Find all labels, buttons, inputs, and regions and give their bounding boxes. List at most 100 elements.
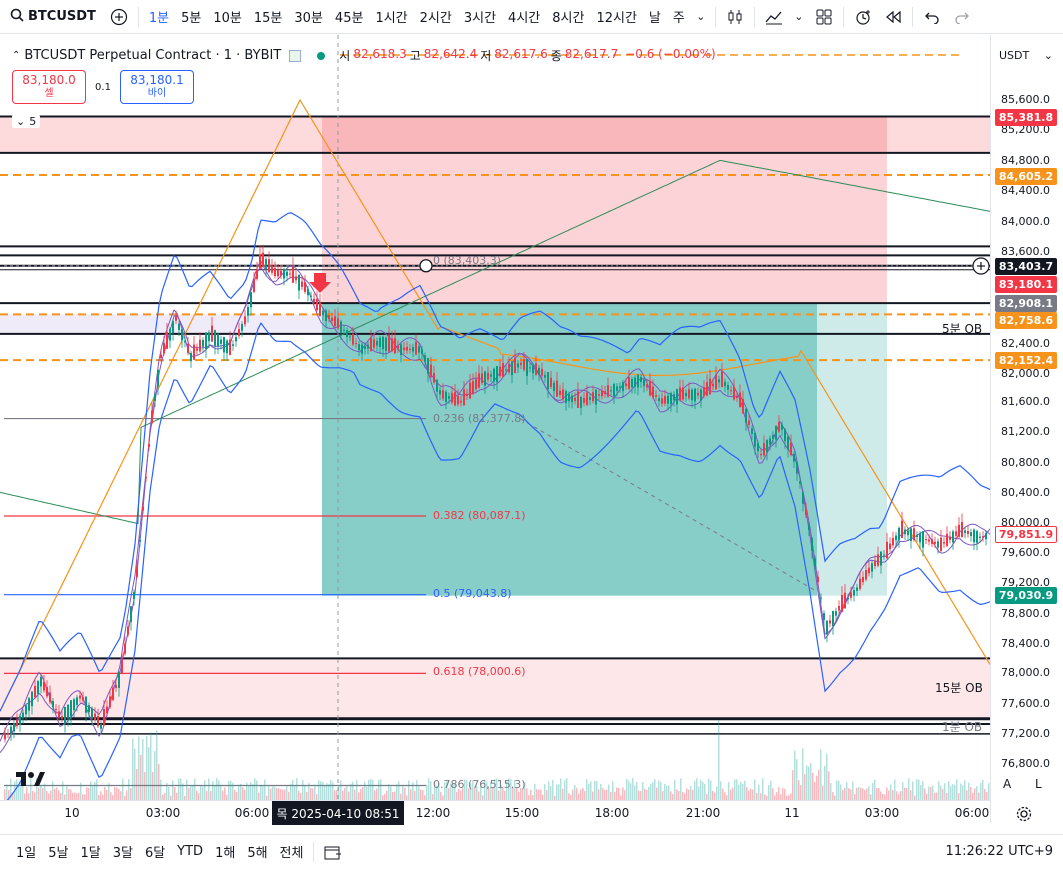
replay-icon[interactable]	[878, 0, 908, 34]
log-scale-button[interactable]: L	[1035, 777, 1042, 791]
volume-bar	[144, 772, 146, 800]
range-0[interactable]: 1일	[16, 846, 37, 861]
volume-bar	[966, 790, 968, 800]
candle-style-icon[interactable]	[720, 0, 750, 34]
volume-bar	[108, 783, 110, 800]
volume-bar	[500, 784, 502, 800]
candle-body	[85, 696, 87, 713]
clock[interactable]: 11:26:22 UTC+9	[945, 844, 1053, 859]
candle-body	[187, 343, 189, 353]
time-axis[interactable]: 10 03:00 06:00 12:00 15:00 18:00 21:00 11 03:00 0…	[0, 800, 990, 825]
interval-2[interactable]: 10분	[213, 11, 242, 26]
interval-6[interactable]: 1시간	[375, 11, 408, 26]
entry-arrow-icon	[309, 273, 331, 293]
candle-body	[670, 393, 672, 405]
volume-bar	[670, 791, 672, 800]
close-value: 82,617.7	[564, 47, 619, 61]
range-6[interactable]: 1해	[215, 846, 236, 861]
ob5-zone	[0, 314, 322, 334]
symbol-search[interactable]: BTCUSDT	[0, 8, 104, 26]
candle-body	[133, 591, 135, 600]
range-1[interactable]: 5날	[48, 846, 69, 861]
interval-10[interactable]: 8시간	[552, 11, 585, 26]
time-label: 18:00	[594, 806, 630, 820]
volume-bar	[20, 782, 22, 800]
chevron-down-icon[interactable]: ⌄	[696, 10, 706, 23]
chart-pane[interactable]: ⌃ BTCUSDT Perpetual Contract · 1 · BYBIT…	[0, 35, 990, 823]
indicator-collapse[interactable]: ⌄ 5	[12, 115, 41, 128]
volume-bar	[870, 794, 872, 800]
interval-3[interactable]: 15분	[253, 11, 283, 26]
compare-add-icon[interactable]	[104, 0, 134, 34]
candle-body	[958, 524, 960, 537]
candle-body	[394, 338, 396, 354]
candle-body	[214, 330, 216, 346]
interval-7[interactable]: 2시간	[419, 11, 452, 26]
candle-body	[643, 379, 645, 387]
sell-button[interactable]: 83,180.0 셀	[12, 70, 86, 104]
settings-gear-icon[interactable]	[1016, 806, 1032, 826]
calendar-goto-icon[interactable]	[318, 835, 348, 869]
interval-0[interactable]: 1분	[148, 11, 170, 26]
volume-bar	[638, 790, 640, 800]
volume-bar	[664, 784, 666, 800]
candle-body	[193, 344, 195, 360]
range-8[interactable]: 전체	[279, 846, 304, 861]
price-axis[interactable]: USDT ⌄ 85,600.0 85,200.0 84,800.0 84,400.0 8…	[990, 35, 1063, 823]
candle-body	[91, 708, 93, 719]
low-key: 저	[480, 49, 492, 63]
volume-bar	[100, 791, 102, 800]
volume-bar	[570, 794, 572, 800]
volume-bar	[34, 792, 36, 800]
alert-clock-icon[interactable]	[848, 0, 878, 34]
interval-8[interactable]: 3시간	[463, 11, 497, 26]
volume-bar	[286, 786, 288, 800]
auto-scale-button[interactable]: A	[1003, 777, 1012, 791]
redo-icon[interactable]	[947, 0, 977, 34]
volume-bar	[576, 787, 578, 800]
volume-bar	[876, 788, 878, 800]
ob15-label: 15분 OB	[935, 681, 983, 695]
interval-1[interactable]: 5분	[181, 11, 202, 26]
candle-body	[922, 531, 924, 548]
range-2[interactable]: 1달	[80, 846, 101, 861]
interval-9[interactable]: 4시간	[508, 11, 541, 26]
range-3[interactable]: 3달	[112, 846, 133, 861]
interval-5[interactable]: 45분	[334, 11, 364, 26]
volume-bar	[968, 782, 970, 800]
volume-bar	[310, 787, 312, 800]
collapse-icon[interactable]: ⌃	[12, 50, 21, 61]
interval-11[interactable]: 12시간	[596, 11, 637, 26]
currency-selector[interactable]: USDT ⌄	[995, 45, 1057, 65]
candle-body	[637, 374, 639, 388]
price-tick: 80,800.0	[1001, 456, 1050, 469]
candle-body	[772, 434, 774, 439]
volume-bar	[884, 794, 886, 800]
interval-13[interactable]: 주	[672, 11, 685, 26]
volume-bar	[402, 785, 404, 800]
eye-icon[interactable]	[289, 49, 302, 62]
candle-body	[805, 508, 807, 516]
volume-bar	[690, 786, 692, 800]
candle-body	[664, 396, 666, 404]
volume-bar	[406, 795, 408, 800]
range-4[interactable]: 6달	[144, 846, 166, 861]
indicators-icon[interactable]	[759, 0, 789, 34]
candle-body	[739, 392, 741, 407]
chevron-down-icon[interactable]: ⌄	[794, 10, 804, 23]
volume-bar	[56, 787, 58, 800]
undo-icon[interactable]	[917, 0, 947, 34]
price-tick: 81,200.0	[1001, 425, 1050, 438]
layout-grid-icon[interactable]	[809, 0, 839, 34]
volume-bar	[388, 784, 390, 800]
range-5[interactable]: YTD	[177, 844, 204, 859]
candle-body	[283, 269, 285, 279]
volume-bar	[326, 783, 328, 800]
range-7[interactable]: 5해	[247, 846, 268, 861]
volume-bar	[850, 789, 852, 800]
buy-button[interactable]: 83,180.1 바이	[120, 70, 194, 104]
interval-12[interactable]: 날	[648, 11, 661, 26]
chart-canvas[interactable]	[0, 35, 990, 823]
candle-body	[667, 395, 669, 404]
interval-4[interactable]: 30분	[294, 11, 323, 26]
